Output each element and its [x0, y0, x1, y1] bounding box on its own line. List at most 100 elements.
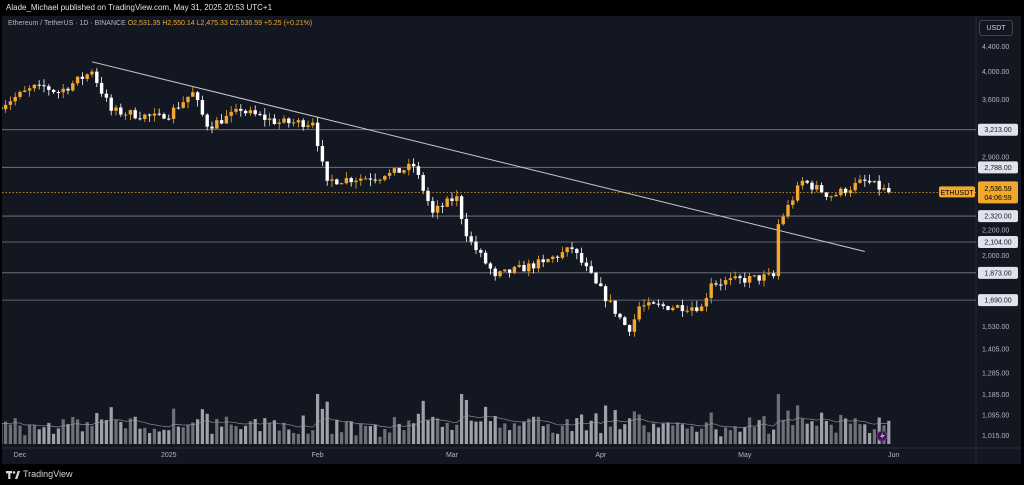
x-tick-label: 2025	[161, 452, 177, 459]
volume-bar	[460, 394, 464, 444]
volume-bar	[671, 425, 675, 444]
candle-body	[263, 114, 267, 120]
candles	[2, 68, 891, 337]
volume-bar	[335, 419, 339, 444]
level-tag	[978, 294, 1018, 307]
candle-body	[680, 305, 685, 312]
candle-body	[426, 190, 430, 202]
volume-bar	[613, 410, 617, 444]
volume-bar	[66, 424, 70, 444]
candle-body	[66, 88, 70, 91]
volume-bar	[8, 424, 12, 444]
volume-bar	[306, 433, 310, 444]
price-chart[interactable]: 4,400.004,000.003,600.002,900.002,600.00…	[2, 16, 1021, 464]
candle-body	[757, 275, 761, 281]
candle-body	[493, 268, 497, 277]
chart-panel[interactable]: 4,400.004,000.003,600.002,900.002,600.00…	[2, 16, 1021, 464]
candle-body	[594, 272, 598, 284]
volume-bar	[100, 419, 104, 444]
y-tick-label: 2,000.00	[982, 253, 1009, 260]
candle-body	[589, 266, 593, 273]
volume-bar	[704, 422, 708, 444]
candle-body	[704, 297, 709, 307]
candle-body	[723, 280, 728, 285]
candle-body	[776, 224, 781, 277]
volume-bar	[584, 430, 588, 444]
symbol-tag-label: ETHUSDT	[940, 190, 974, 197]
volume-bar	[28, 424, 32, 444]
candle-body	[627, 325, 632, 332]
volume-bar	[196, 419, 200, 444]
volume-bar	[205, 413, 209, 444]
candle-body	[661, 304, 665, 307]
volume-bar	[868, 432, 872, 444]
candle-body	[239, 108, 243, 111]
candle-body	[363, 178, 368, 180]
volume-bar	[484, 406, 488, 444]
candle-body	[219, 120, 224, 124]
volume-bar	[853, 418, 857, 444]
tradingview-logo-icon	[6, 470, 20, 479]
volume-bar	[608, 426, 612, 444]
volume-bar	[824, 420, 828, 444]
candle-body	[306, 125, 310, 128]
candle-body	[104, 93, 109, 98]
volume-bar	[820, 412, 824, 444]
volume-bar	[13, 418, 17, 444]
candle-body	[435, 205, 440, 213]
y-tick-label: 4,000.00	[982, 69, 1009, 76]
candle-body	[325, 161, 329, 181]
candle-body	[253, 110, 257, 115]
candle-body	[99, 82, 104, 94]
volume-bar	[364, 425, 368, 444]
candle-body	[815, 185, 819, 190]
candle-body	[431, 201, 435, 213]
volume-bar	[109, 407, 113, 444]
candle-body	[512, 266, 517, 273]
candle-body	[541, 259, 545, 263]
volume-bar	[349, 421, 353, 444]
volume-bar	[752, 427, 756, 444]
volume-bar	[748, 417, 752, 444]
candle-body	[387, 172, 392, 176]
volume-bar	[800, 418, 804, 444]
candle-body	[872, 180, 877, 183]
candle-body	[119, 107, 123, 115]
volume-bar	[469, 420, 473, 444]
volume-bar	[167, 430, 171, 444]
volume-bar	[359, 423, 363, 444]
volume-bar	[378, 436, 382, 444]
volume-bar	[176, 426, 180, 444]
volume-bar	[743, 427, 747, 444]
volume-bar	[421, 400, 425, 444]
volume-bar	[76, 419, 80, 444]
volume-bar	[690, 426, 694, 444]
volume-bar	[776, 394, 780, 444]
candle-body	[37, 84, 41, 86]
candle-body	[32, 84, 37, 89]
volume-bar	[416, 413, 420, 444]
candle-body	[143, 114, 147, 120]
candle-body	[786, 204, 790, 217]
lightning-icon	[876, 430, 888, 442]
candle-body	[743, 278, 747, 283]
volume-bar	[738, 431, 742, 444]
volume-bar	[436, 418, 440, 444]
volume-bar	[623, 424, 627, 444]
volume-bar	[181, 427, 185, 444]
candle-body	[147, 114, 152, 116]
level-tag-label: 2,104.00	[984, 239, 1011, 246]
candle-body	[109, 97, 113, 111]
volume-bar	[863, 424, 867, 444]
candle-body	[378, 179, 382, 181]
volume-bar	[320, 408, 324, 444]
y-tick-label: 4,400.00	[982, 44, 1009, 51]
symbol-tag	[939, 186, 975, 198]
volume-bar	[32, 425, 36, 444]
candle-body	[555, 256, 560, 258]
volume-bar	[186, 424, 190, 444]
currency-button[interactable]: USDT	[979, 20, 1013, 36]
candle-body	[23, 90, 27, 92]
candle-body	[747, 275, 752, 283]
volume-bar	[47, 422, 51, 444]
